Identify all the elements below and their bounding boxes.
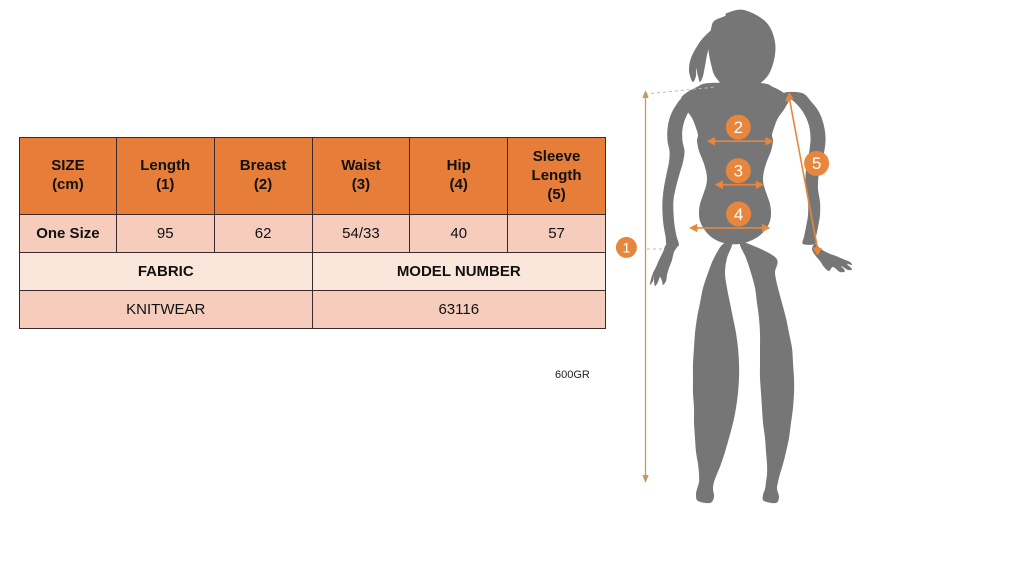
svg-text:4: 4 xyxy=(734,205,743,224)
svg-text:3: 3 xyxy=(734,162,743,181)
svg-text:1: 1 xyxy=(623,239,631,255)
svg-text:2: 2 xyxy=(734,118,743,137)
svg-text:5: 5 xyxy=(812,154,821,173)
